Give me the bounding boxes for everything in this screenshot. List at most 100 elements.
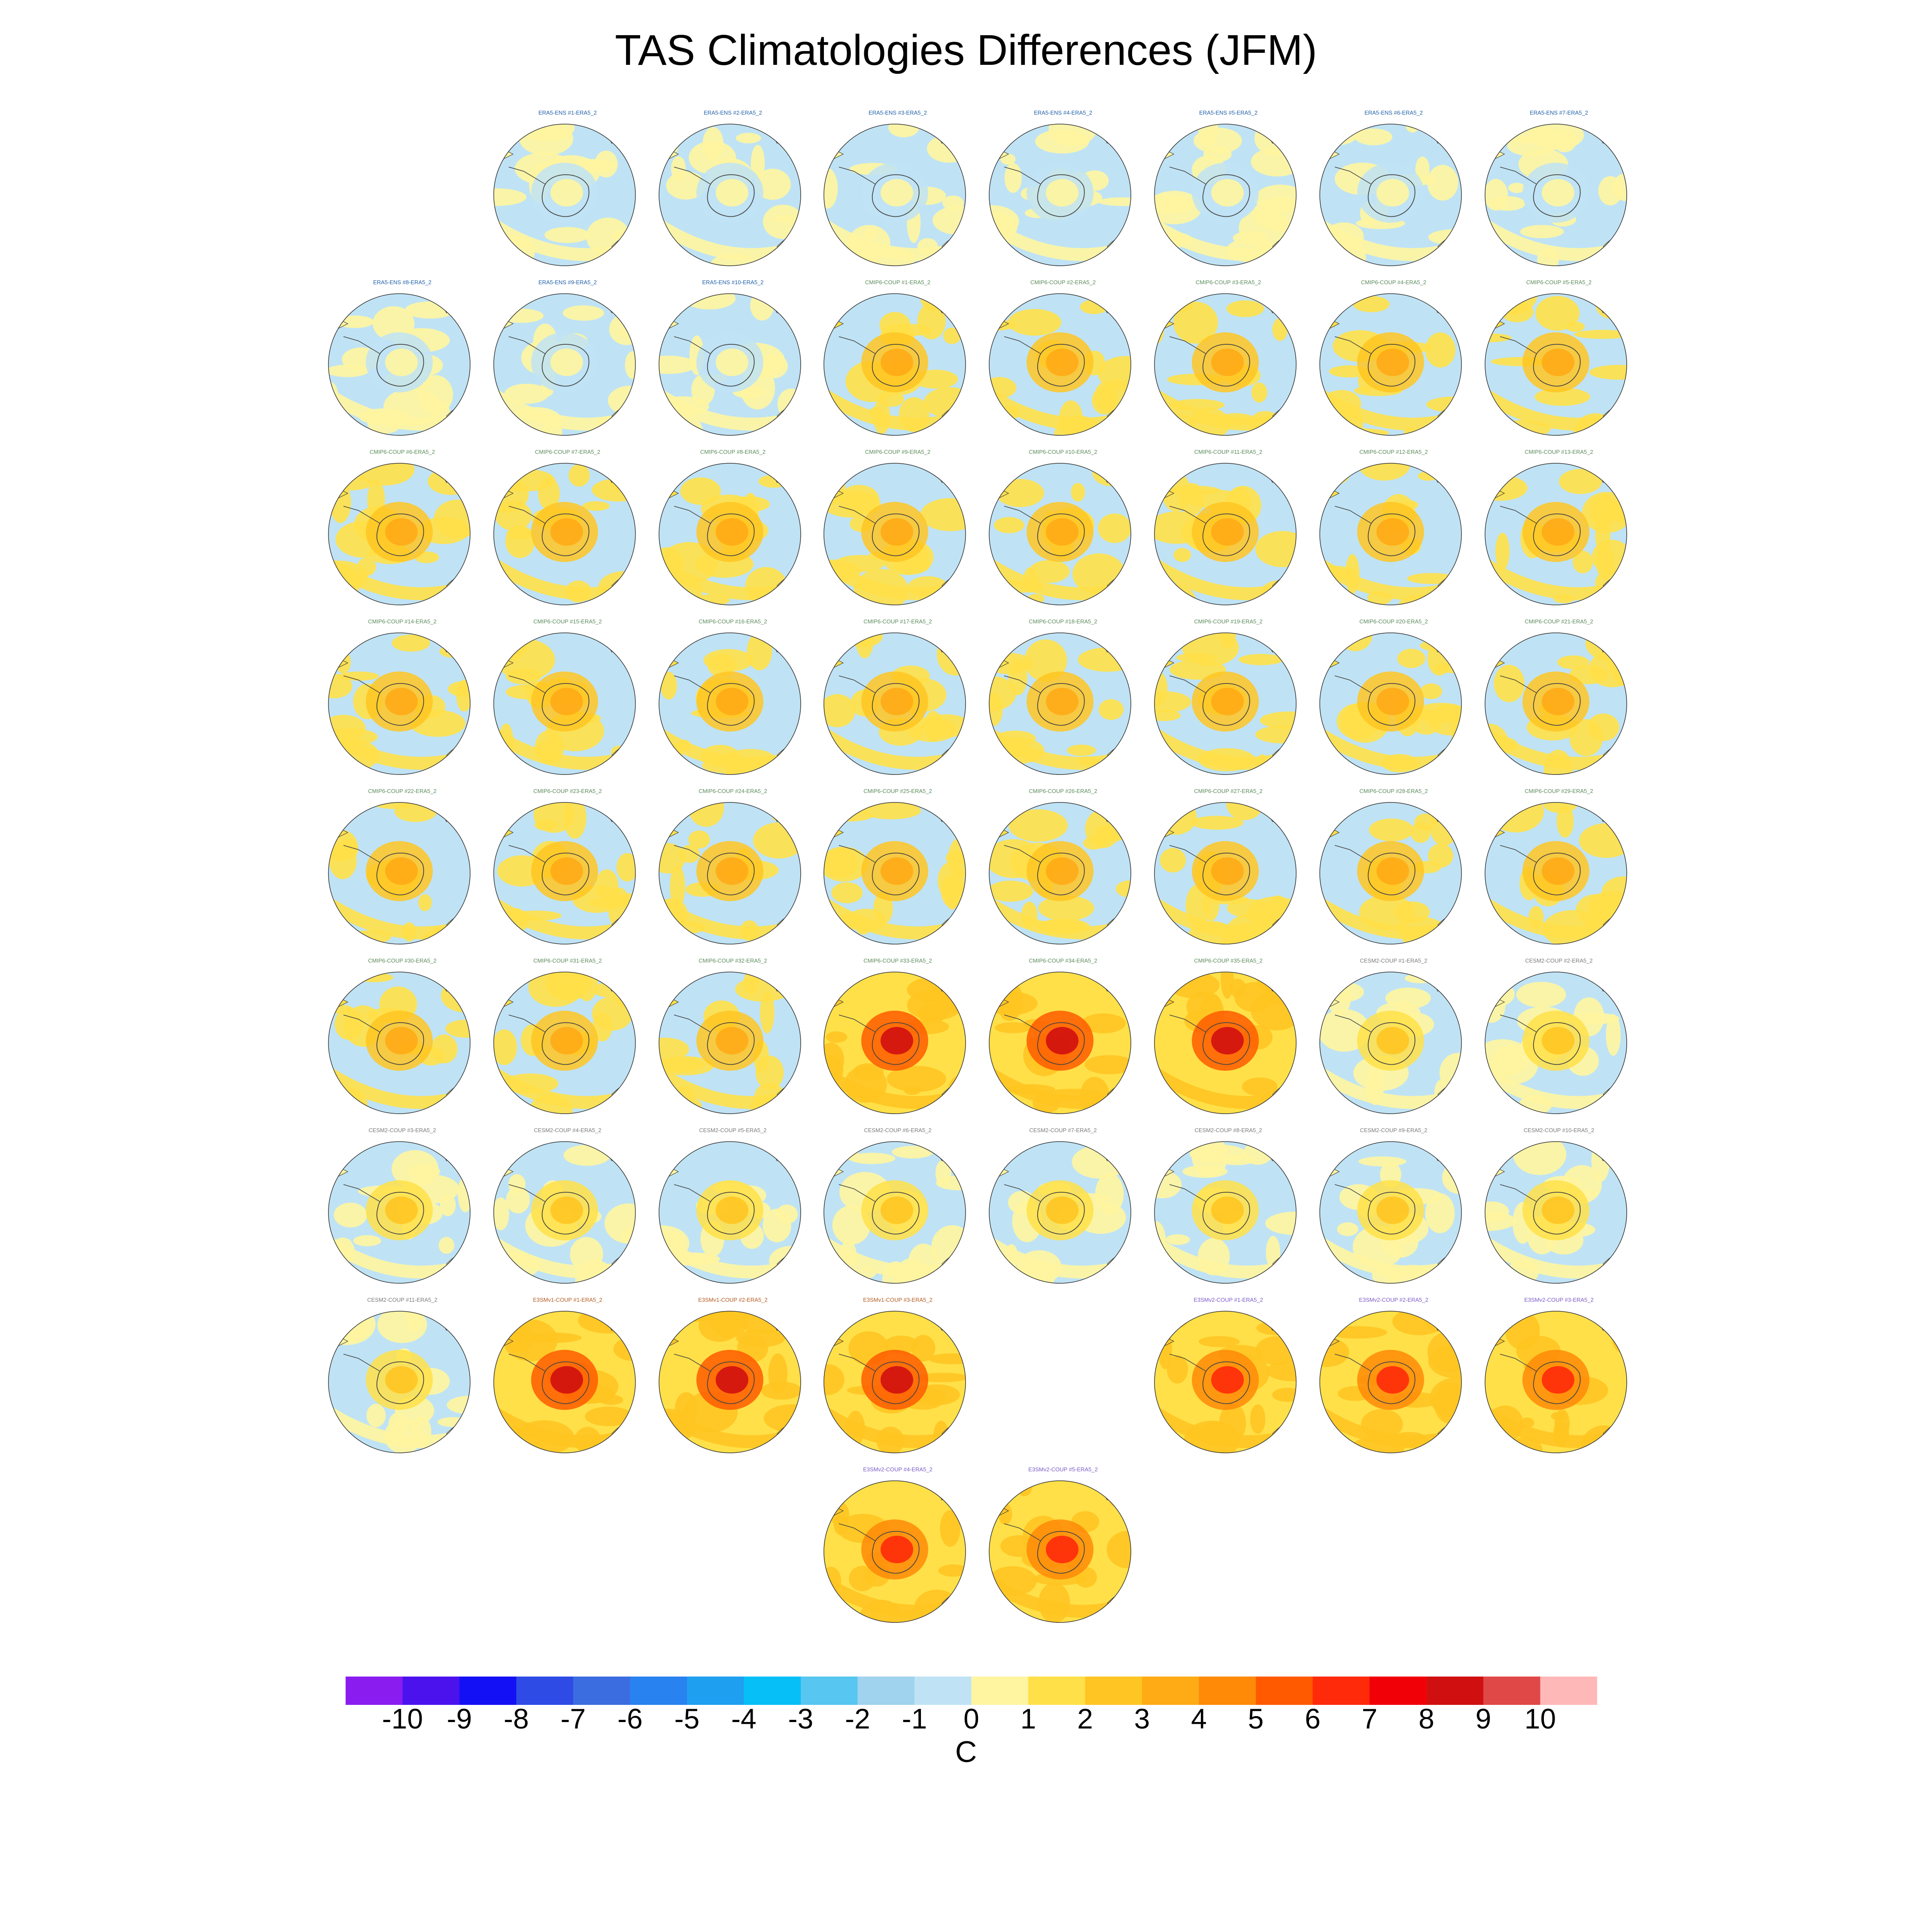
polar-map: [328, 1311, 471, 1453]
polar-map: [1154, 1311, 1297, 1453]
polar-map: [328, 1141, 471, 1284]
polar-map: [1319, 1311, 1462, 1453]
colorbar-bin: [1370, 1677, 1427, 1705]
panel-title: E3SMv1-COUP #2-ERA5_2: [698, 1297, 768, 1303]
polar-map: [823, 1311, 966, 1453]
panel-title: CMIP6-COUP #28-ERA5_2: [1359, 788, 1428, 794]
map-panel: ERA5-ENS #7-ERA5_2: [1476, 109, 1641, 274]
panel-title: CMIP6-COUP #34-ERA5_2: [1029, 957, 1097, 964]
panel-title: E3SMv2-COUP #1-ERA5_2: [1194, 1297, 1263, 1303]
colorbar-bin: [573, 1677, 630, 1705]
polar-map: [1319, 463, 1462, 605]
colorbar-tick-label: 7: [1361, 1703, 1378, 1735]
polar-map: [1319, 1141, 1462, 1284]
map-panel: CMIP6-COUP #13-ERA5_2: [1476, 449, 1641, 614]
panel-title: CMIP6-COUP #19-ERA5_2: [1194, 618, 1263, 625]
map-panel: E3SMv2-COUP #1-ERA5_2: [1146, 1297, 1311, 1461]
panel-title: CMIP6-COUP #17-ERA5_2: [863, 618, 932, 625]
polar-map: [328, 463, 471, 605]
map-panel: CMIP6-COUP #6-ERA5_2: [320, 449, 485, 614]
panel-title: CMIP6-COUP #25-ERA5_2: [863, 788, 932, 794]
colorbar-tick-label: -5: [674, 1703, 700, 1735]
colorbar-bin: [402, 1677, 460, 1705]
panel-title: CESM2-COUP #2-ERA5_2: [1525, 957, 1593, 964]
polar-map: [823, 1480, 966, 1623]
colorbar-tick-label: 3: [1134, 1703, 1150, 1735]
polar-map: [1154, 124, 1297, 266]
polar-map: [989, 802, 1131, 945]
polar-map: [1485, 972, 1627, 1114]
polar-map: [659, 802, 801, 945]
polar-map: [1485, 124, 1627, 266]
colorbar-bin: [1540, 1677, 1597, 1705]
map-panel: CMIP6-COUP #2-ERA5_2: [981, 279, 1145, 444]
map-panel: CESM2-COUP #7-ERA5_2: [981, 1127, 1145, 1292]
map-panel: CMIP6-COUP #24-ERA5_2: [650, 788, 815, 953]
map-panel: CESM2-COUP #6-ERA5_2: [815, 1127, 980, 1292]
page-title: TAS Climatologies Differences (JFM): [615, 26, 1317, 74]
map-panel: ERA5-ENS #10-ERA5_2: [650, 279, 815, 444]
polar-map: [989, 972, 1131, 1114]
polar-map: [1154, 972, 1297, 1114]
colorbar-tick-label: -3: [788, 1703, 814, 1735]
colorbar-tick-label: -2: [845, 1703, 870, 1735]
colorbar-tick-label: 2: [1077, 1703, 1093, 1735]
polar-map: [659, 463, 801, 605]
panel-title: CMIP6-COUP #6-ERA5_2: [369, 449, 435, 455]
polar-map: [493, 293, 636, 436]
map-panel: CMIP6-COUP #26-ERA5_2: [981, 788, 1145, 953]
panel-title: CMIP6-COUP #20-ERA5_2: [1359, 618, 1428, 625]
map-panel: CMIP6-COUP #11-ERA5_2: [1146, 449, 1311, 614]
panel-title: CMIP6-COUP #10-ERA5_2: [1029, 449, 1097, 455]
colorbar-tick-label: 0: [963, 1703, 979, 1735]
colorbar-bin: [346, 1677, 403, 1705]
polar-map: [328, 802, 471, 945]
map-panel: CESM2-COUP #10-ERA5_2: [1476, 1127, 1641, 1292]
panel-title: E3SMv2-COUP #4-ERA5_2: [863, 1466, 933, 1473]
polar-map: [989, 632, 1131, 775]
polar-map: [493, 972, 636, 1114]
panel-title: CESM2-COUP #9-ERA5_2: [1360, 1127, 1428, 1133]
polar-map: [493, 1141, 636, 1284]
panel-title: ERA5-ENS #8-ERA5_2: [373, 279, 431, 286]
colorbar-tick-label: 1: [1020, 1703, 1036, 1735]
panel-title: CESM2-COUP #1-ERA5_2: [1360, 957, 1428, 964]
colorbar-tick-label: 9: [1475, 1703, 1492, 1735]
polar-map: [493, 124, 636, 266]
map-panel: ERA5-ENS #1-ERA5_2: [485, 109, 650, 274]
map-panel: CMIP6-COUP #20-ERA5_2: [1311, 618, 1476, 783]
map-panel: CMIP6-COUP #18-ERA5_2: [981, 618, 1145, 783]
colorbar-bin: [1483, 1677, 1540, 1705]
polar-map: [1485, 802, 1627, 945]
colorbar-tick-label: -6: [617, 1703, 643, 1735]
colorbar-bin: [1142, 1677, 1199, 1705]
panel-title: CESM2-COUP #8-ERA5_2: [1194, 1127, 1262, 1133]
colorbar-tick-label: -10: [382, 1703, 423, 1735]
map-panel: CMIP6-COUP #29-ERA5_2: [1476, 788, 1641, 953]
map-panel: E3SMv1-COUP #3-ERA5_2: [815, 1297, 980, 1461]
polar-map: [823, 1141, 966, 1284]
panel-title: CMIP6-COUP #22-ERA5_2: [368, 788, 437, 794]
polar-map: [1154, 632, 1297, 775]
map-panel: CMIP6-COUP #31-ERA5_2: [485, 957, 650, 1122]
map-panel: ERA5-ENS #2-ERA5_2: [650, 109, 815, 274]
polar-map: [1485, 1141, 1627, 1284]
map-panel: CMIP6-COUP #9-ERA5_2: [815, 449, 980, 614]
map-panel: ERA5-ENS #3-ERA5_2: [815, 109, 980, 274]
polar-map: [659, 124, 801, 266]
polar-map: [989, 463, 1131, 605]
map-panel: CMIP6-COUP #32-ERA5_2: [650, 957, 815, 1122]
map-panel: CMIP6-COUP #33-ERA5_2: [815, 957, 980, 1122]
panel-title: ERA5-ENS #7-ERA5_2: [1530, 109, 1588, 116]
map-panel: CMIP6-COUP #28-ERA5_2: [1311, 788, 1476, 953]
map-panel: CMIP6-COUP #15-ERA5_2: [485, 618, 650, 783]
map-panel: ERA5-ENS #5-ERA5_2: [1146, 109, 1311, 274]
colorbar-bin: [1028, 1677, 1085, 1705]
panel-title: ERA5-ENS #10-ERA5_2: [702, 279, 764, 286]
panel-title: CMIP6-COUP #1-ERA5_2: [865, 279, 931, 286]
map-panel: ERA5-ENS #6-ERA5_2: [1311, 109, 1476, 274]
map-panel: CMIP6-COUP #12-ERA5_2: [1311, 449, 1476, 614]
map-panel: ERA5-ENS #8-ERA5_2: [320, 279, 485, 444]
panel-title: CMIP6-COUP #35-ERA5_2: [1194, 957, 1263, 964]
colorbar-bin: [857, 1677, 915, 1705]
